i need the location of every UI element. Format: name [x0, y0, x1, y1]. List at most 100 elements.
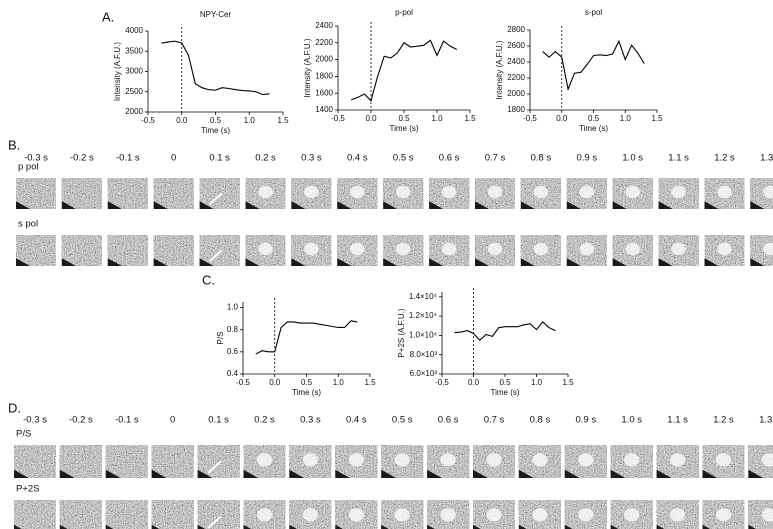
micrograph-spot [256, 453, 273, 467]
micrograph-shadow [337, 201, 352, 209]
micrograph [656, 445, 699, 478]
data-line [454, 321, 556, 342]
time-label: 1.1 s [667, 415, 688, 426]
micrograph-spot [533, 185, 549, 199]
time-label: 0.2 s [255, 153, 276, 164]
micrograph [337, 235, 378, 266]
micrograph-shadow [656, 469, 672, 478]
micrograph [105, 500, 148, 529]
micrograph [289, 445, 332, 478]
micrograph [61, 178, 102, 209]
x-axis-label: Time (s) [201, 126, 230, 135]
x-tick-label: 1.5 [364, 378, 376, 387]
micrograph-spot [579, 185, 594, 199]
panel-label: A. [102, 9, 114, 24]
micrograph [383, 235, 424, 266]
micrograph [518, 500, 561, 529]
micrograph [245, 178, 286, 209]
arrow [207, 460, 222, 474]
x-tick-label: -0.5 [435, 378, 449, 387]
micrograph [473, 445, 515, 478]
micrograph [612, 178, 653, 209]
x-tick-label: 1.5 [651, 114, 663, 123]
x-tick-label: 1.0 [531, 378, 543, 387]
micrograph-spot [486, 453, 502, 467]
micrograph-shadow [473, 469, 488, 478]
micrograph [16, 235, 56, 266]
micrograph-bg [61, 178, 102, 209]
y-tick-label: 1800 [315, 72, 333, 81]
micrograph-bg [59, 500, 102, 529]
micrograph [750, 178, 773, 209]
row-label: P/S [16, 429, 31, 440]
micrograph [291, 178, 332, 209]
micrograph-spot [441, 185, 457, 199]
y-axis-label: Intensity (A.F.U.) [113, 42, 122, 101]
micrograph-spot [304, 242, 319, 256]
micrograph-shadow [151, 469, 167, 478]
y-axis-label: P+2S (A.F.U.) [397, 308, 406, 357]
micrograph [59, 500, 102, 529]
micrograph-spot [671, 185, 686, 199]
micrograph-shadow [704, 201, 719, 209]
micrograph-spot [671, 242, 686, 256]
micrograph [473, 500, 515, 529]
micrograph-shadow [381, 524, 389, 529]
time-label: 0.7 s [485, 153, 506, 164]
time-label: 1.0 s [621, 415, 642, 426]
micrograph-spot [350, 242, 365, 256]
micrograph-shadow [656, 524, 665, 529]
micrograph [335, 500, 378, 529]
time-label: 0.5 s [393, 153, 414, 164]
time-label: 1.0 s [622, 153, 643, 164]
micrograph-spot [394, 508, 410, 522]
micrograph-shadow [153, 201, 168, 209]
time-label: 0.1 s [209, 153, 230, 164]
y-tick-label: 1.0×10⁴ [409, 331, 438, 340]
micrograph [518, 445, 561, 478]
micrograph [429, 178, 470, 209]
micrograph-shadow [704, 258, 719, 266]
micrograph-bg [197, 445, 240, 478]
y-axis-label: P/S [216, 332, 225, 345]
micrograph-shadow [59, 524, 68, 529]
micrograph-spot [258, 242, 273, 256]
panel-label: C. [202, 272, 215, 287]
time-label: 0 [170, 415, 175, 426]
y-tick-label: 2600 [507, 41, 525, 50]
time-label: 0.6 s [439, 153, 460, 164]
y-tick-label: 1.4×10⁴ [409, 292, 438, 301]
micrograph-spot [396, 185, 411, 199]
x-tick-label: 1.0 [333, 378, 345, 387]
micrograph-shadow [473, 524, 481, 529]
arrow [207, 515, 222, 529]
time-label: 0.3 s [301, 153, 322, 164]
y-tick-label: 1400 [315, 105, 333, 114]
micrograph-spot [487, 242, 503, 256]
micrograph [610, 445, 653, 478]
y-tick-label: 8.0×10³ [410, 350, 438, 359]
micrograph-bg [107, 235, 148, 266]
micrograph-shadow [475, 258, 489, 266]
y-tick-label: 2800 [507, 25, 525, 34]
micrograph-shadow [518, 469, 534, 478]
micrograph [291, 235, 332, 266]
x-tick-label: 0.5 [499, 378, 511, 387]
micrograph [16, 178, 56, 209]
x-tick-label: 1.5 [277, 116, 289, 125]
time-label: 0.4 s [347, 153, 368, 164]
micrograph-bg [153, 178, 194, 209]
row-label: s pol [18, 219, 38, 230]
micrograph-spot [670, 453, 686, 467]
x-tick-label: 0.0 [365, 114, 377, 123]
micrograph [197, 445, 240, 478]
micrograph-bg [14, 445, 56, 478]
micrograph [61, 235, 102, 266]
micrograph-shadow [564, 469, 580, 478]
time-label: 0.8 s [531, 153, 552, 164]
micrograph-spot [348, 453, 364, 467]
micrograph [702, 500, 745, 529]
micrograph-bg [199, 178, 240, 209]
y-tick-label: 2000 [507, 89, 525, 98]
data-line [161, 40, 270, 96]
